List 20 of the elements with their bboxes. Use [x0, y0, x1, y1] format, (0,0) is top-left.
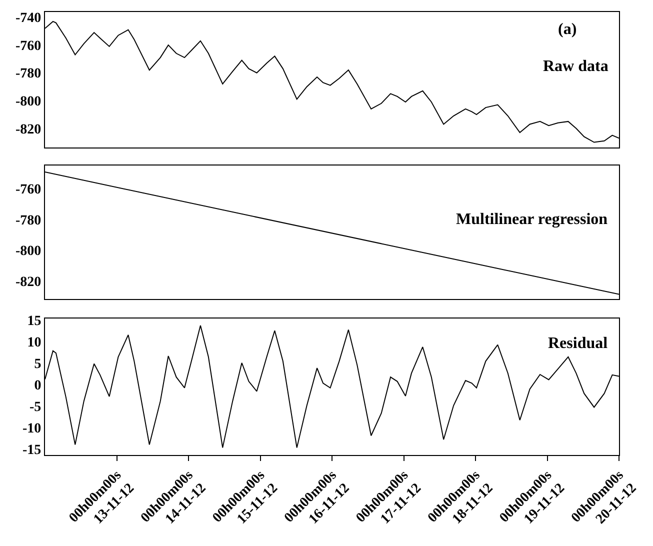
y-tick-label: 0 [34, 378, 42, 394]
y-tick-label: -800 [16, 244, 42, 260]
y-tick-label: -740 [16, 11, 42, 26]
y-tick-label: -820 [16, 275, 42, 290]
annotation: Raw data [543, 58, 608, 75]
annotation: Residual [548, 335, 608, 352]
y-tick-label: -780 [16, 66, 42, 82]
y-tick-label: 15 [27, 314, 42, 329]
y-tick-label: -800 [16, 94, 42, 110]
y-tick-label: -780 [16, 213, 42, 228]
annotation: Multilinear regression [456, 211, 608, 228]
y-tick-label: -10 [22, 421, 42, 436]
annotation: (a) [558, 21, 577, 38]
y-tick-label: 10 [27, 335, 42, 350]
y-tick-label: -15 [22, 442, 42, 458]
y-tick-label: 5 [34, 356, 42, 372]
y-tick-label: -820 [16, 122, 42, 138]
y-tick-label: -760 [16, 38, 42, 54]
y-tick-label: -760 [16, 182, 42, 198]
y-tick-label: -5 [30, 400, 42, 415]
